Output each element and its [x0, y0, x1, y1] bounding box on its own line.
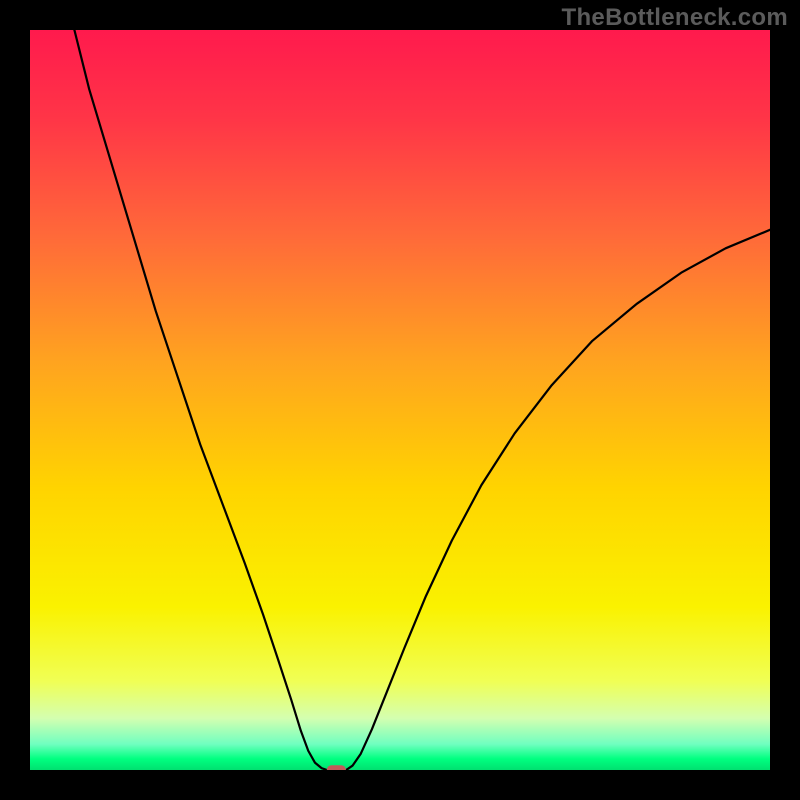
optimum-marker — [327, 765, 346, 770]
plot-area — [30, 30, 770, 770]
chart-frame: TheBottleneck.com — [0, 0, 800, 800]
watermark-text: TheBottleneck.com — [562, 4, 788, 32]
plot-svg — [30, 30, 770, 770]
